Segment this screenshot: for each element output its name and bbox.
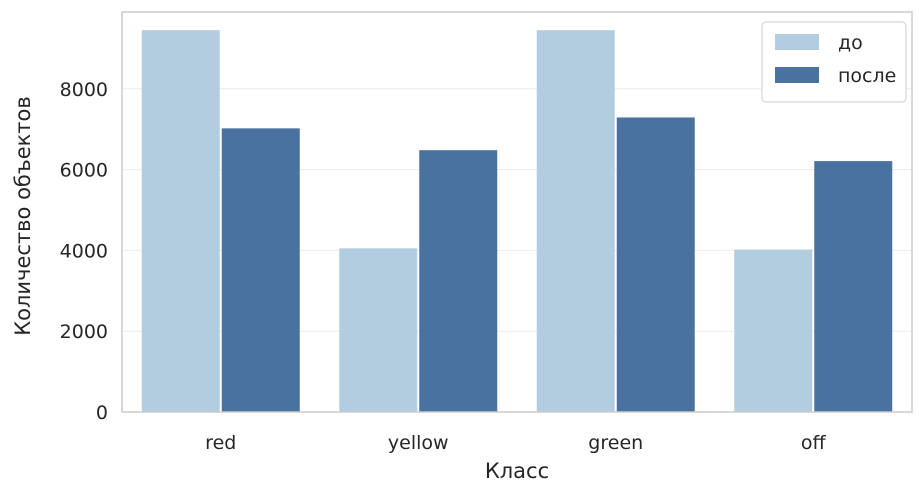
bar-green-0	[536, 30, 615, 412]
bar-yellow-1	[419, 150, 498, 412]
bar-off-0	[734, 249, 813, 412]
x-ticks: red yellow green off	[205, 432, 826, 454]
x-axis-title: Класс	[485, 459, 549, 481]
legend-swatch-before	[775, 34, 819, 50]
x-tick-label: yellow	[388, 432, 449, 454]
bar-green-1	[616, 117, 695, 413]
y-tick-label: 4000	[60, 240, 108, 262]
legend: до после	[761, 21, 907, 103]
y-tick-label: 2000	[60, 321, 108, 343]
y-tick-label: 8000	[60, 79, 108, 101]
y-axis-title: Количество объектов	[11, 96, 35, 336]
y-ticks: 0 2000 4000 6000 8000	[60, 79, 108, 424]
axes-frame	[121, 11, 913, 413]
bar-red-0	[141, 30, 220, 412]
bar-off-1	[814, 161, 893, 412]
legend-label-before: до	[838, 32, 863, 54]
legend-swatch-after	[775, 67, 819, 83]
legend-label-after: после	[838, 65, 896, 87]
bar-red-1	[221, 128, 300, 412]
bars	[141, 30, 893, 413]
x-tick-label: red	[205, 432, 236, 454]
x-tick-label: off	[801, 432, 827, 454]
bar-yellow-0	[339, 248, 418, 412]
y-tick-label: 6000	[60, 160, 108, 182]
y-tick-label: 0	[96, 402, 108, 424]
x-tick-label: green	[588, 432, 643, 454]
